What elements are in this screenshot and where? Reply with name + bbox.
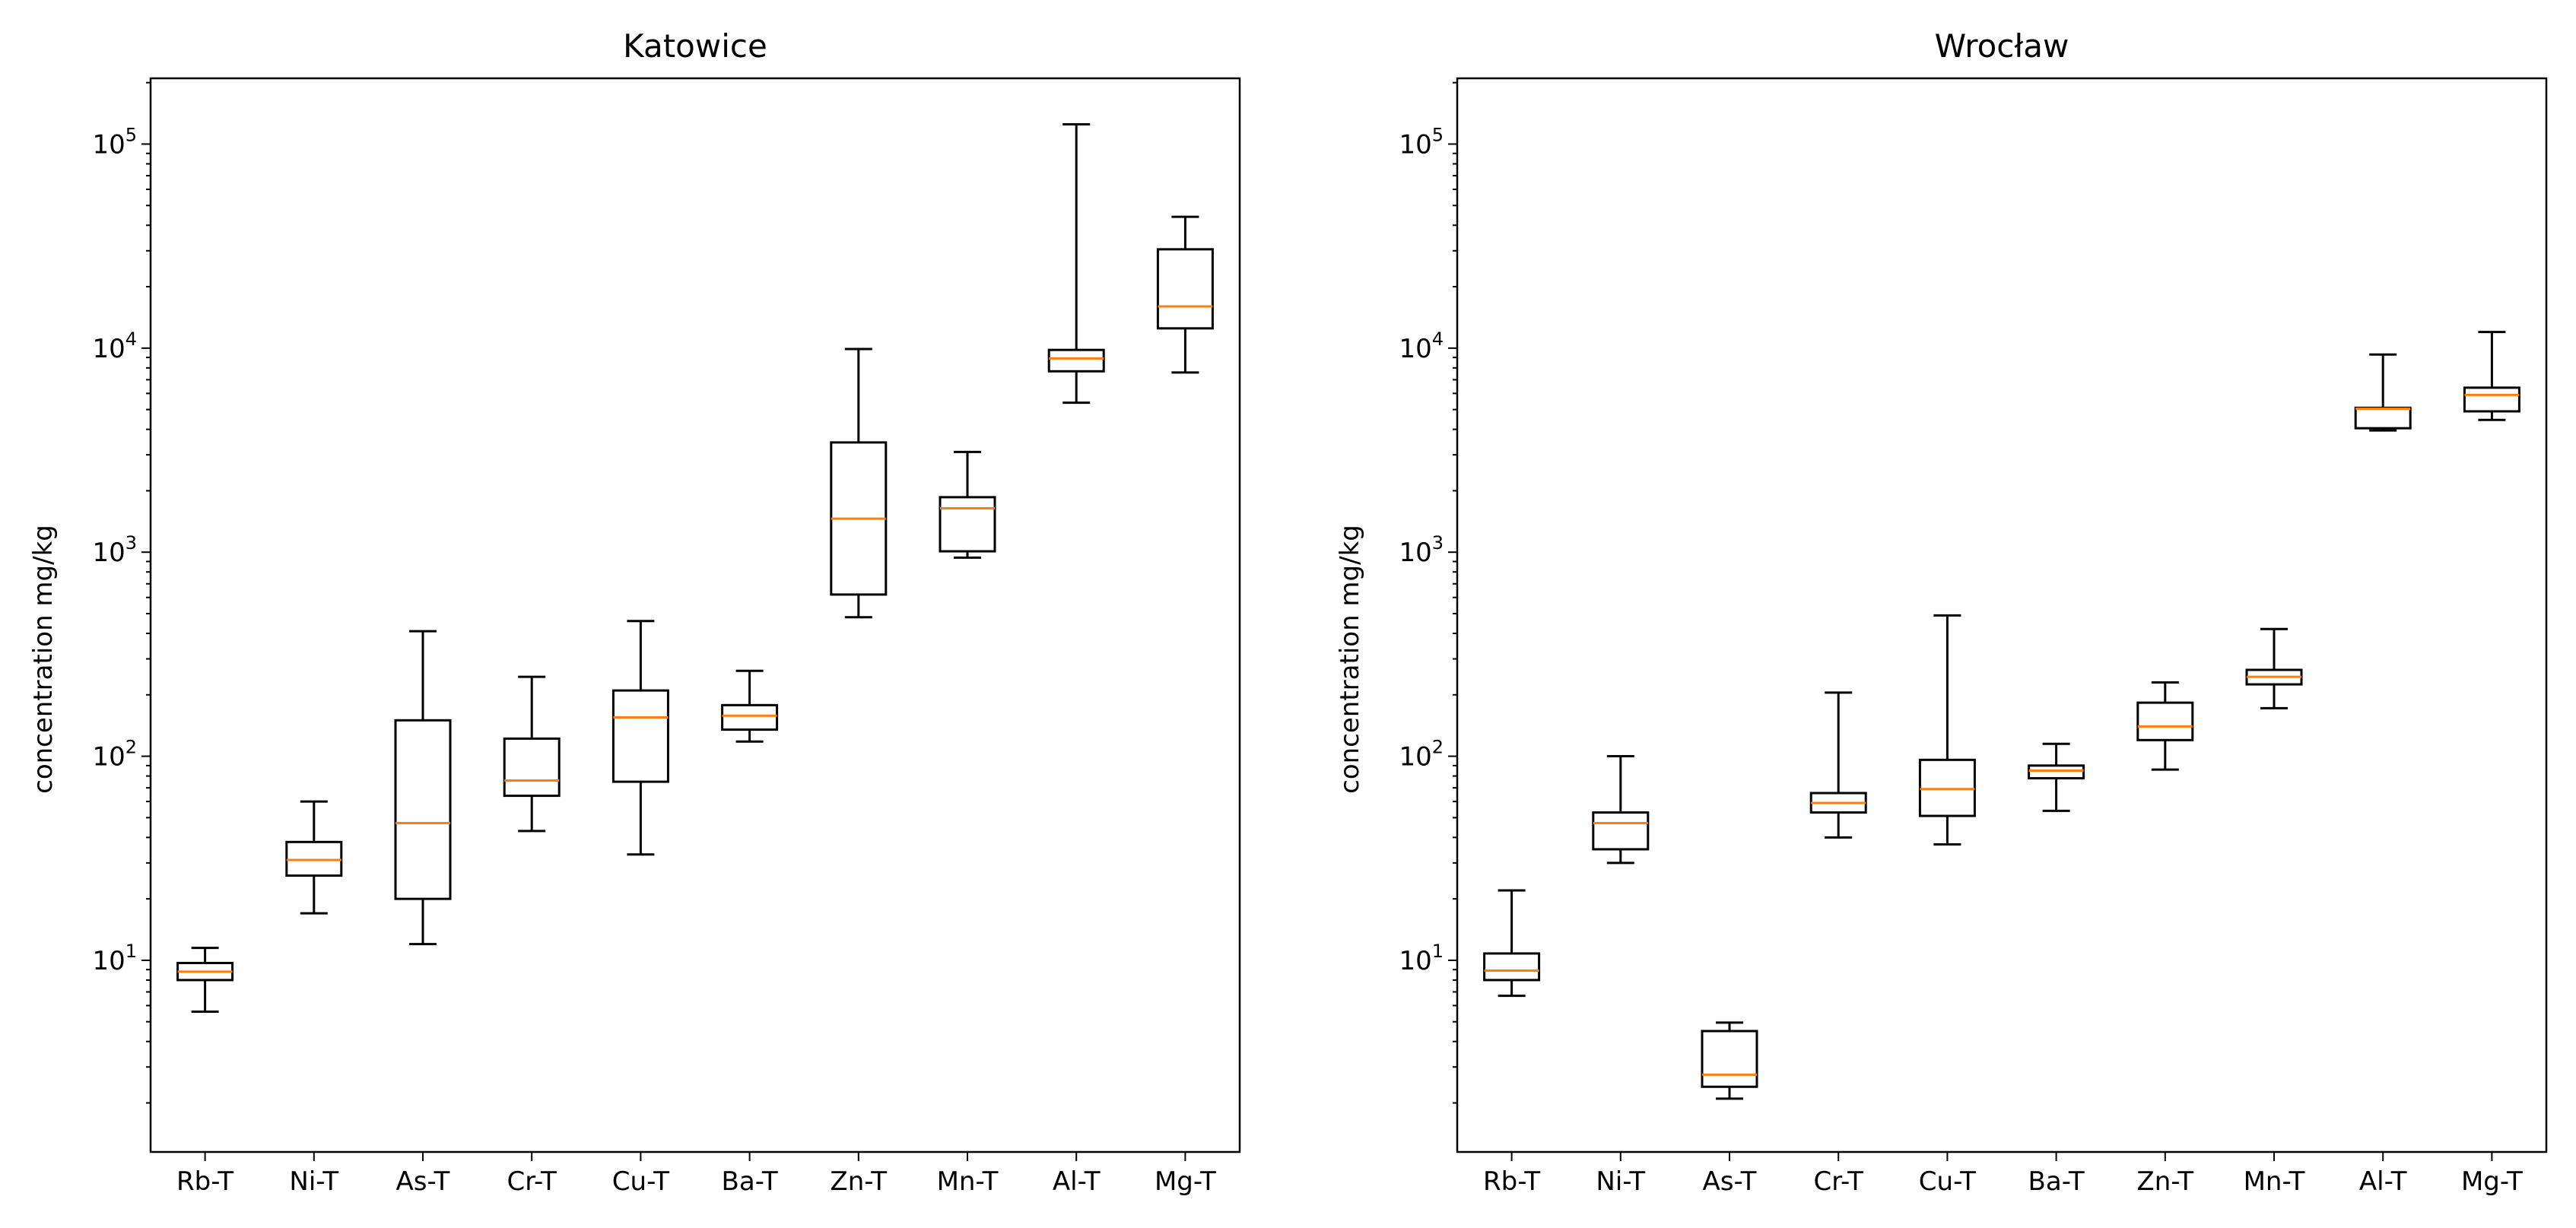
wroclaw-box-mn-t: [2245, 627, 2303, 709]
iqr-box: [939, 496, 996, 553]
iqr-box: [721, 703, 779, 731]
wroclaw-y-tick-label: 105: [1399, 124, 1444, 160]
katowice-plot-area: 101 102 103 104 105 Rb-T Ni-T As-T Cr-T Cu-T Ba-T Z…: [92, 77, 1241, 1197]
wroclaw-panel: Wrocław concentration mg/kg 101 102 103 104…: [1335, 27, 2548, 1197]
katowice-x-tick-label: Mg-T: [1155, 1166, 1216, 1197]
wroclaw-box-zn-t: [2136, 681, 2194, 771]
katowice-box-zn-t: [830, 347, 888, 619]
katowice-title: Katowice: [623, 27, 767, 65]
wroclaw-box-al-t: [2354, 353, 2412, 432]
katowice-x-tick-label: Ba-T: [722, 1166, 778, 1197]
katowice-x-tick-label: Rb-T: [176, 1166, 233, 1197]
iqr-box: [2028, 764, 2085, 780]
wroclaw-x-tick-label: Cr-T: [1813, 1166, 1863, 1197]
katowice-axes-frame: [149, 77, 1241, 1153]
wroclaw-x-tick-label: As-T: [1703, 1166, 1757, 1197]
iqr-box: [1483, 952, 1541, 982]
katowice-x-tick-label: Cu-T: [612, 1166, 669, 1197]
katowice-x-tick-label: Zn-T: [830, 1166, 887, 1197]
katowice-box-as-t: [394, 630, 452, 946]
katowice-box-mn-t: [939, 450, 996, 559]
katowice-y-tick-label: 101: [92, 941, 137, 976]
iqr-box: [1047, 348, 1105, 373]
wroclaw-x-tick-label: Cu-T: [1919, 1166, 1976, 1197]
wroclaw-box-ni-t: [1592, 755, 1650, 865]
katowice-box-rb-t: [176, 947, 234, 1014]
iqr-box: [394, 719, 452, 900]
wroclaw-box-cu-t: [1918, 614, 1976, 846]
katowice-box-mg-t: [1156, 215, 1214, 374]
katowice-y-axis-label: concentration mg/kg: [28, 525, 59, 794]
wroclaw-x-tick-label: Zn-T: [2136, 1166, 2193, 1197]
wroclaw-y-tick-label: 104: [1399, 328, 1444, 364]
katowice-box-ba-t: [721, 669, 779, 743]
iqr-box: [1592, 811, 1650, 851]
iqr-box: [1918, 758, 1976, 817]
wroclaw-x-tick-label: Mn-T: [2244, 1166, 2305, 1197]
wroclaw-box-rb-t: [1483, 889, 1541, 998]
katowice-x-tick-label: Al-T: [1053, 1166, 1101, 1197]
katowice-box-ni-t: [285, 800, 343, 915]
katowice-x-tick-label: Ni-T: [289, 1166, 338, 1197]
iqr-box: [611, 689, 669, 783]
wroclaw-box-ba-t: [2028, 742, 2085, 812]
wroclaw-x-tick-label: Ni-T: [1596, 1166, 1645, 1197]
wroclaw-plot-area: 101 102 103 104 105 Rb-T Ni-T As-T Cr-T Cu-T Ba-T Z…: [1399, 77, 2548, 1197]
wroclaw-x-tick-label: Rb-T: [1483, 1166, 1540, 1197]
katowice-box-al-t: [1047, 122, 1105, 405]
katowice-y-tick-label: 102: [92, 737, 137, 773]
katowice-y-tick-label: 104: [92, 328, 137, 364]
wroclaw-axes-frame: [1456, 77, 2548, 1153]
iqr-box: [2463, 386, 2520, 413]
katowice-panel: Katowice concentration mg/kg 10110210310…: [28, 27, 1241, 1197]
wroclaw-y-tick-label: 101: [1399, 941, 1444, 976]
katowice-box-cu-t: [611, 620, 669, 856]
wroclaw-title: Wrocław: [1935, 27, 2069, 65]
iqr-box: [1701, 1030, 1758, 1088]
katowice-x-tick-label: As-T: [396, 1166, 450, 1197]
wroclaw-x-tick-label: Al-T: [2359, 1166, 2407, 1197]
wroclaw-box-mg-t: [2463, 331, 2520, 421]
wroclaw-box-cr-t: [1809, 691, 1867, 839]
iqr-box: [503, 737, 561, 798]
wroclaw-y-axis-label: concentration mg/kg: [1335, 525, 1365, 794]
katowice-x-tick-label: Cr-T: [507, 1166, 557, 1197]
katowice-y-tick-label: 105: [92, 124, 137, 160]
wroclaw-y-tick-label: 103: [1399, 532, 1444, 568]
katowice-x-tick-label: Mn-T: [937, 1166, 999, 1197]
iqr-box: [285, 840, 343, 877]
wroclaw-x-tick-label: Ba-T: [2028, 1166, 2085, 1197]
katowice-y-tick-label: 103: [92, 532, 137, 568]
iqr-box: [1156, 248, 1214, 330]
iqr-box: [2136, 701, 2194, 741]
katowice-box-cr-t: [503, 675, 561, 833]
wroclaw-x-tick-label: Mg-T: [2461, 1166, 2523, 1197]
wroclaw-y-tick-label: 102: [1399, 737, 1444, 773]
wroclaw-box-as-t: [1701, 1021, 1758, 1100]
